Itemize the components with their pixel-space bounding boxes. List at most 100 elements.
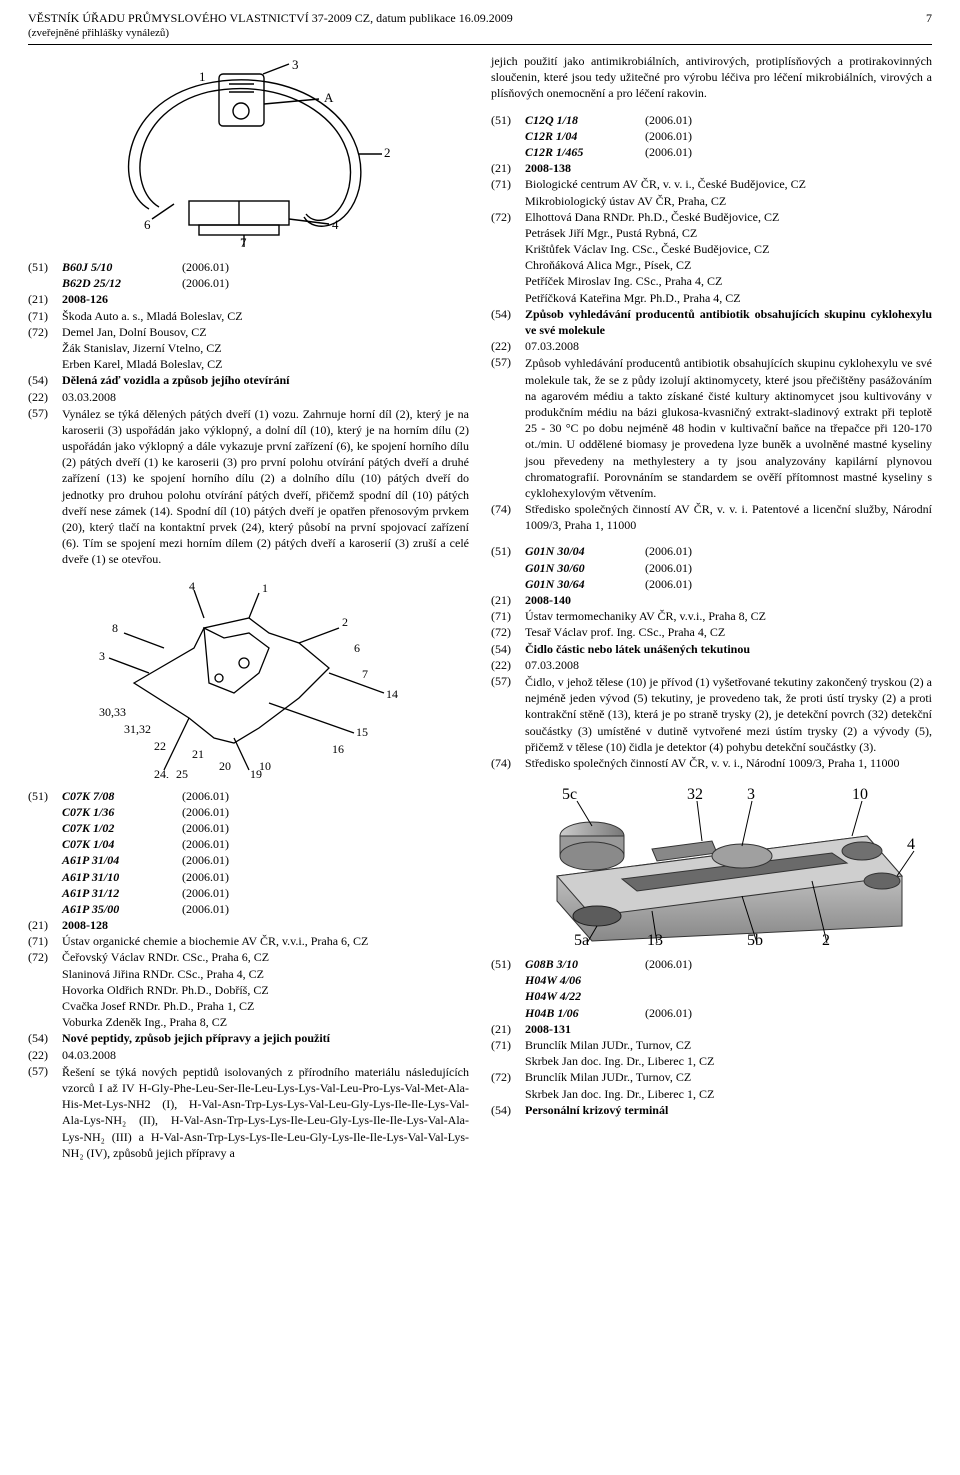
abstract-text: Způsob vyhledávání producentů antibiotik… xyxy=(525,355,932,501)
figure-sensor-device: 5c 32 3 10 4 5a 13 5b 2 xyxy=(491,781,932,946)
class-ver: (2006.01) xyxy=(645,128,692,144)
field-code-51: (51) xyxy=(28,259,62,275)
class-code: G01N 30/64 xyxy=(525,576,645,592)
field-code-22: (22) xyxy=(28,1047,62,1063)
field-code-21: (21) xyxy=(28,917,62,933)
svg-text:4: 4 xyxy=(189,579,195,593)
svg-text:A: A xyxy=(324,90,334,105)
class-code: C12R 1/04 xyxy=(525,128,645,144)
field-code-54: (54) xyxy=(491,306,525,322)
svg-text:25: 25 xyxy=(176,767,188,778)
svg-text:7: 7 xyxy=(362,667,368,681)
applicant: Škoda Auto a. s., Mladá Boleslav, CZ xyxy=(62,308,469,324)
class-ver: (2006.01) xyxy=(645,144,692,160)
class-ver: (2006.01) xyxy=(182,869,229,885)
class-ver: (2006.01) xyxy=(182,788,229,804)
field-code-22: (22) xyxy=(491,338,525,354)
class-code: H04W 4/06 xyxy=(525,972,645,988)
class-code: C07K 7/08 xyxy=(62,788,182,804)
applicant: Brunclík Milan JUDr., Turnov, CZ Skrbek … xyxy=(525,1037,932,1069)
field-code-54: (54) xyxy=(491,641,525,657)
field-code-71: (71) xyxy=(28,933,62,949)
class-code: H04W 4/22 xyxy=(525,988,645,1004)
field-code-72: (72) xyxy=(491,1069,525,1085)
class-ver: (2006.01) xyxy=(182,852,229,868)
page-header: VĚSTNÍK ÚŘADU PRŮMYSLOVÉHO VLASTNICTVÍ 3… xyxy=(28,10,932,45)
inventors: Demel Jan, Dolní Bousov, CZ Žák Stanisla… xyxy=(62,324,469,373)
field-code-71: (71) xyxy=(491,176,525,192)
svg-text:30,33: 30,33 xyxy=(99,705,126,719)
filing-date: 07.03.2008 xyxy=(525,338,932,354)
class-code: A61P 35/00 xyxy=(62,901,182,917)
field-code-71: (71) xyxy=(491,1037,525,1053)
class-code: B62D 25/12 xyxy=(62,275,182,291)
header-subtitle: (zveřejněné přihlášky vynálezů) xyxy=(28,26,513,41)
applicant: Biologické centrum AV ČR, v. v. i., Česk… xyxy=(525,176,932,208)
invention-title: Čidlo částic nebo látek unášených tekuti… xyxy=(525,641,932,657)
figure-vehicle-rear: 1 3 A 6 4 7 2 xyxy=(28,59,469,249)
svg-text:21: 21 xyxy=(192,747,204,761)
class-code: A61P 31/12 xyxy=(62,885,182,901)
class-ver: (2006.01) xyxy=(182,820,229,836)
class-ver: (2006.01) xyxy=(182,804,229,820)
field-code-72: (72) xyxy=(491,209,525,225)
svg-text:7: 7 xyxy=(240,235,247,249)
svg-text:2: 2 xyxy=(822,932,830,946)
svg-text:1: 1 xyxy=(262,581,268,595)
abstract-continuation: jejich použití jako antimikrobiálních, a… xyxy=(491,53,932,102)
class-ver: (2006.01) xyxy=(645,543,692,559)
class-ver: (2006.01) xyxy=(182,836,229,852)
svg-text:6: 6 xyxy=(354,641,360,655)
field-code-21: (21) xyxy=(28,291,62,307)
inventors: Tesař Václav prof. Ing. CSc., Praha 4, C… xyxy=(525,624,932,640)
field-code-51: (51) xyxy=(28,788,62,804)
field-code-22: (22) xyxy=(491,657,525,673)
invention-title: Personální krizový terminál xyxy=(525,1102,932,1118)
patent-entry: (51) G08B 3/10(2006.01) H04W 4/06 H04W 4… xyxy=(491,956,932,1118)
patent-entry: (51) C12Q 1/18(2006.01) C12R 1/04(2006.0… xyxy=(491,112,932,534)
left-column: 1 3 A 6 4 7 2 (51) B60J 5/10(2006.01) B6… xyxy=(28,53,469,1171)
svg-text:31,32: 31,32 xyxy=(124,722,151,736)
svg-text:2: 2 xyxy=(384,145,391,160)
field-code-74: (74) xyxy=(491,755,525,771)
class-ver: (2006.01) xyxy=(645,560,692,576)
svg-text:19: 19 xyxy=(250,767,262,778)
field-code-21: (21) xyxy=(491,160,525,176)
class-ver: (2006.01) xyxy=(182,901,229,917)
field-code-74: (74) xyxy=(491,501,525,517)
field-code-21: (21) xyxy=(491,1021,525,1037)
field-code-57: (57) xyxy=(491,354,525,370)
class-code: C07K 1/02 xyxy=(62,820,182,836)
class-ver: (2006.01) xyxy=(182,885,229,901)
content-columns: 1 3 A 6 4 7 2 (51) B60J 5/10(2006.01) B6… xyxy=(28,53,932,1171)
field-code-51: (51) xyxy=(491,956,525,972)
field-code-57: (57) xyxy=(28,405,62,421)
classification-block: B60J 5/10(2006.01) B62D 25/12(2006.01) xyxy=(62,259,469,291)
invention-title: Způsob vyhledávání producentů antibiotik… xyxy=(525,306,932,338)
filing-date: 07.03.2008 xyxy=(525,657,932,673)
class-code: G08B 3/10 xyxy=(525,956,645,972)
class-ver: (2006.01) xyxy=(645,956,692,972)
classification-block: G01N 30/04(2006.01) G01N 30/60(2006.01) … xyxy=(525,543,932,592)
svg-text:14: 14 xyxy=(386,687,398,701)
class-ver: (2006.01) xyxy=(182,275,229,291)
svg-text:5c: 5c xyxy=(562,786,577,803)
class-ver: (2006.01) xyxy=(645,1005,692,1021)
application-number: 2008-140 xyxy=(525,592,932,608)
class-code: C12Q 1/18 xyxy=(525,112,645,128)
class-code: H04B 1/06 xyxy=(525,1005,645,1021)
filing-date: 04.03.2008 xyxy=(62,1047,469,1063)
inventors: Brunclík Milan JUDr., Turnov, CZ Skrbek … xyxy=(525,1069,932,1101)
field-code-54: (54) xyxy=(491,1102,525,1118)
class-code: B60J 5/10 xyxy=(62,259,182,275)
applicant: Ústav termomechaniky AV ČR, v.v.i., Prah… xyxy=(525,608,932,624)
field-code-71: (71) xyxy=(491,608,525,624)
class-code: C07K 1/36 xyxy=(62,804,182,820)
representative: Středisko společných činností AV ČR, v. … xyxy=(525,501,932,533)
field-code-72: (72) xyxy=(491,624,525,640)
abstract-text: Vynález se týká dělených pátých dveří (1… xyxy=(62,406,469,568)
class-ver: (2006.01) xyxy=(182,259,229,275)
svg-text:3: 3 xyxy=(747,786,755,803)
svg-text:13: 13 xyxy=(647,932,663,946)
header-title: VĚSTNÍK ÚŘADU PRŮMYSLOVÉHO VLASTNICTVÍ 3… xyxy=(28,10,513,26)
